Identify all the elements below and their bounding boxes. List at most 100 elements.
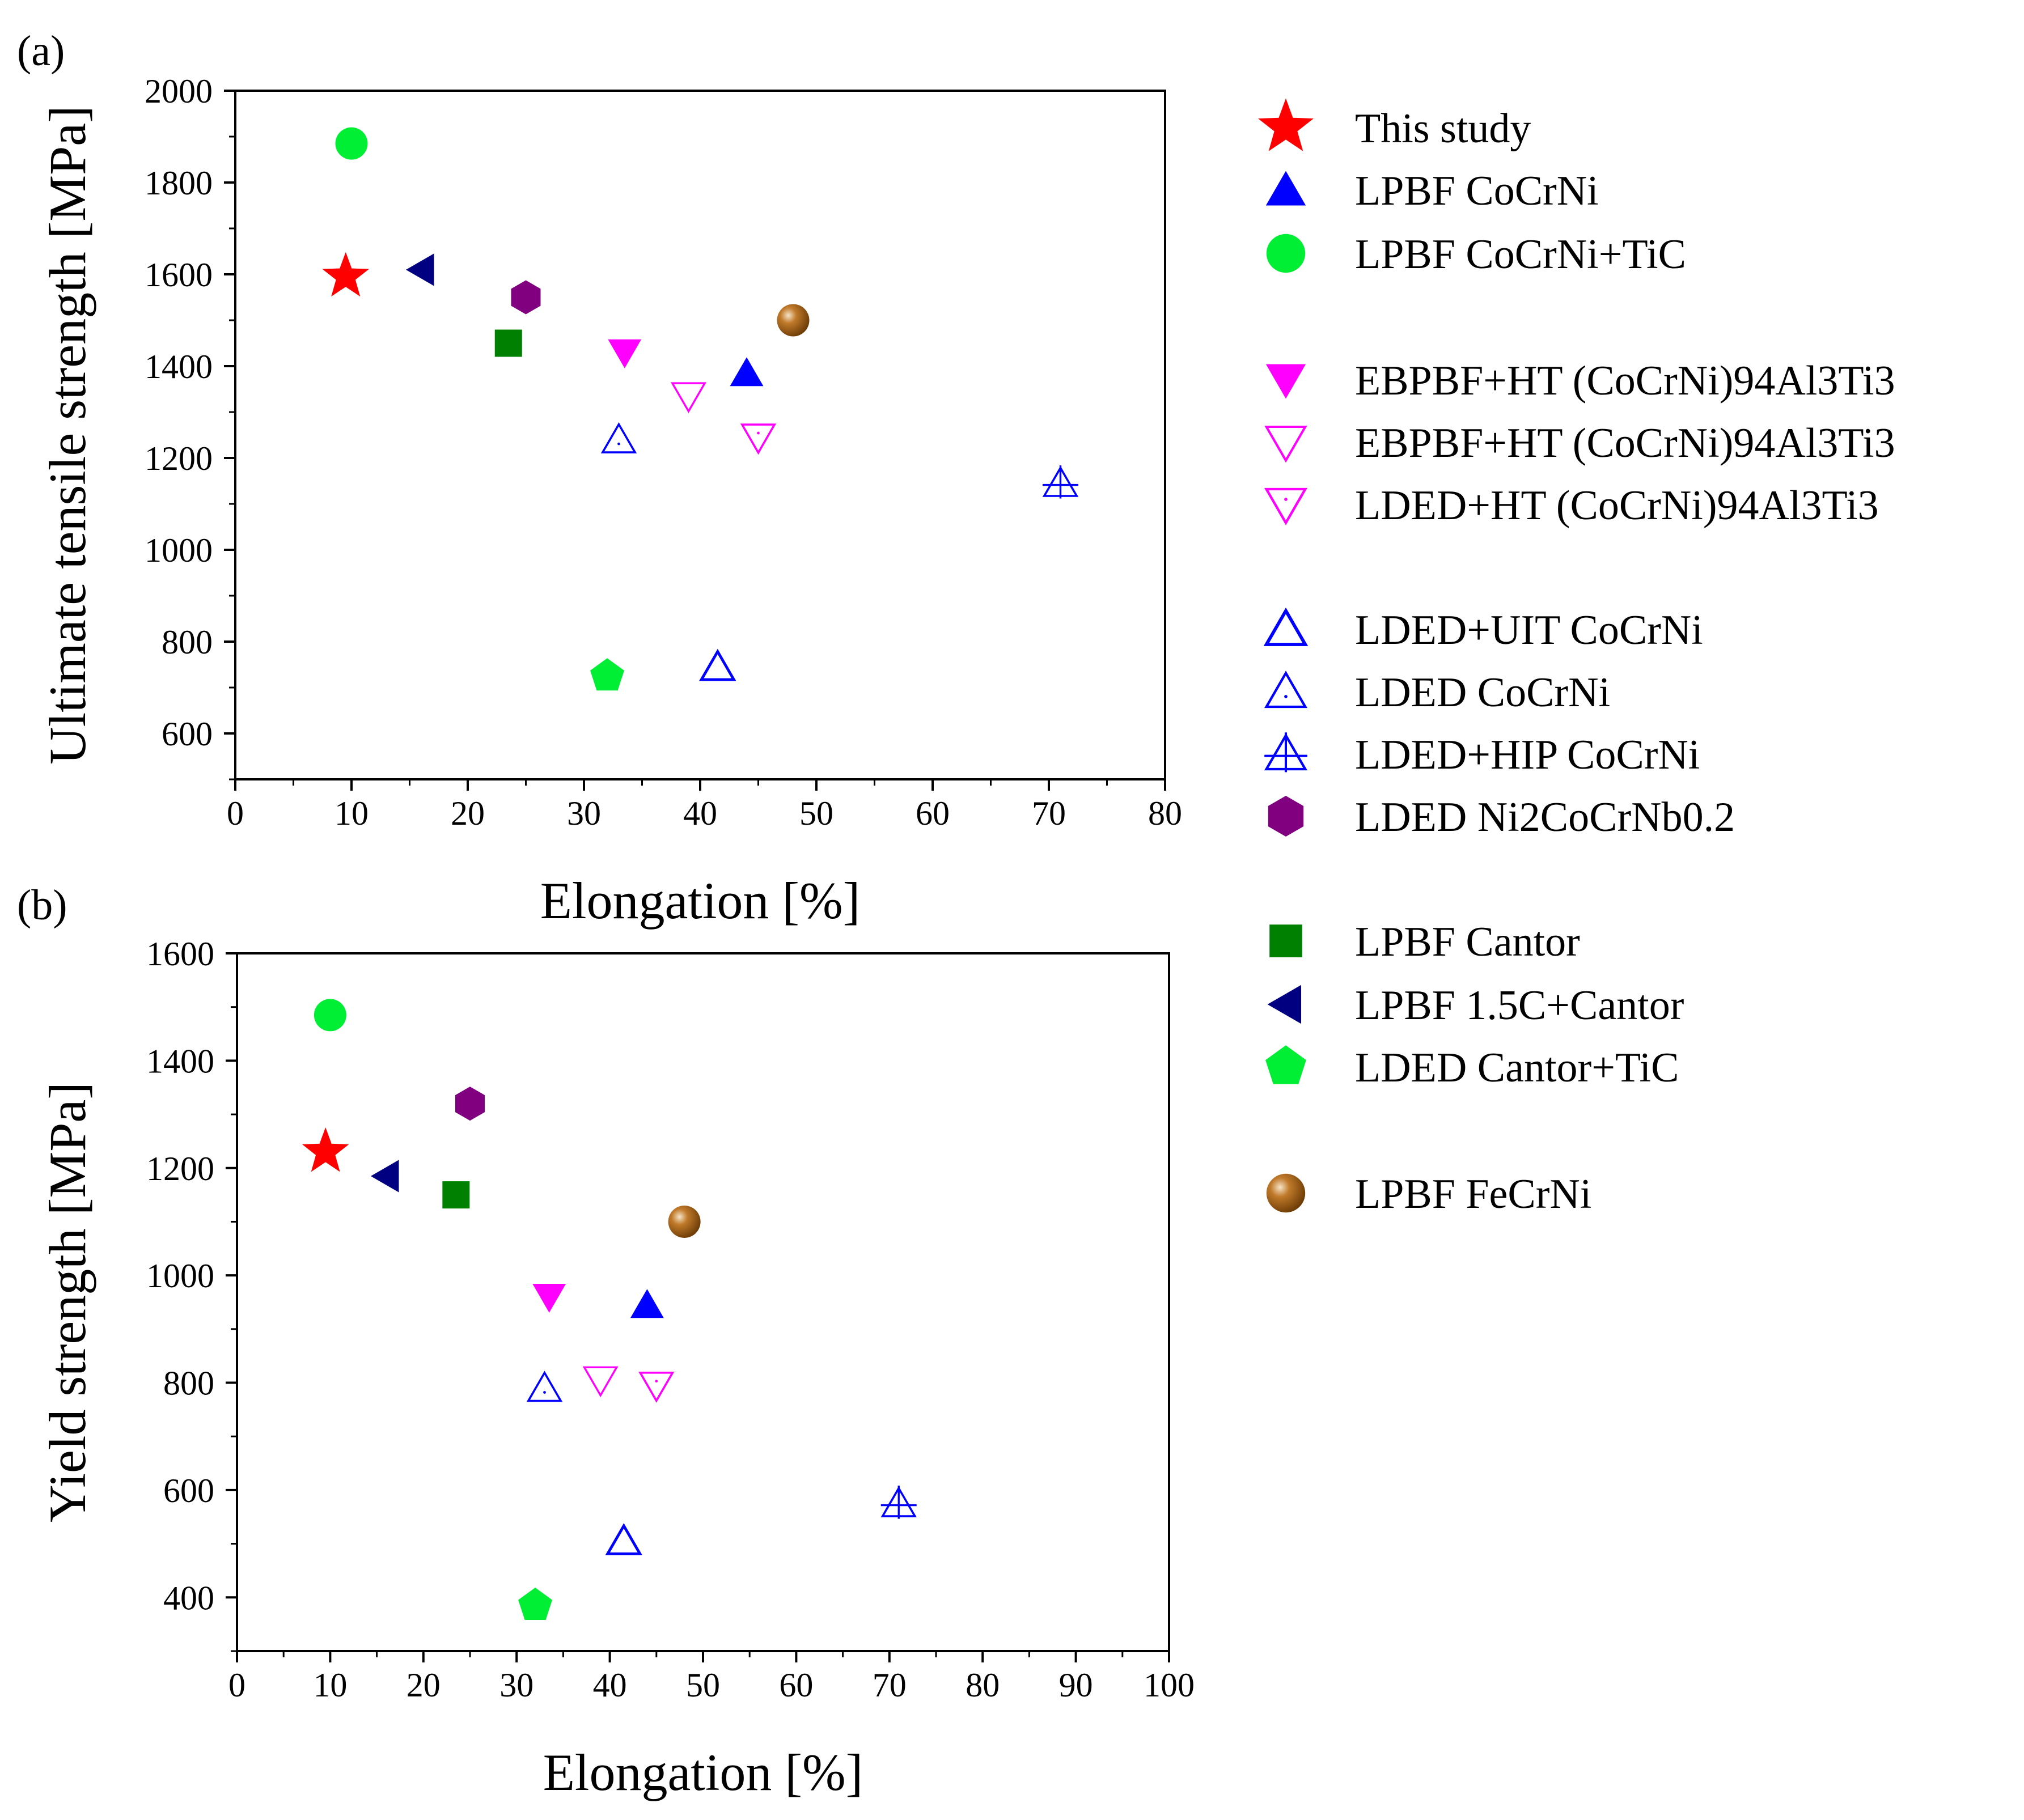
y-axis-title: Ultimate tensile strength [MPa] (39, 105, 96, 765)
legend-marker (1264, 487, 1308, 525)
legend-marker (1263, 607, 1309, 646)
data-point-lpbf-1-5c-cantor (406, 253, 434, 286)
x-tick-label: 50 (799, 795, 833, 832)
data-point-this-study (302, 1127, 349, 1172)
x-tick-label: 60 (916, 795, 950, 832)
data-point-lded-hip-cocrni (1042, 465, 1079, 499)
data-point-lpbf-cocrni (630, 1289, 664, 1318)
y-tick-label: 1600 (145, 256, 213, 294)
x-tick-label: 20 (407, 1666, 441, 1704)
legend-entry-lpbf-fecrni: LPBF FeCrNi (1266, 1171, 1591, 1217)
data-points (302, 999, 917, 1620)
panel-label: (a) (17, 27, 65, 75)
y-tick-label: 400 (163, 1579, 214, 1617)
data-point-lded-ni2cocrnb0-2 (511, 280, 541, 315)
data-point-lded-cocrni (526, 1371, 563, 1402)
data-point-lded-cantor-tic (590, 658, 624, 691)
legend-marker (1267, 985, 1301, 1024)
legend-label: LDED+HIP CoCrNi (1355, 732, 1700, 778)
y-axis-title: Yield strength [MPa] (39, 1082, 96, 1522)
data-point-lpbf-cocrni (730, 357, 764, 387)
legend-entry-lpbf-cocrni-tic: LPBF CoCrNi+TiC (1266, 231, 1686, 278)
data-point-lpbf-cantor (442, 1181, 470, 1209)
data-point-this-study (322, 252, 370, 297)
x-axis-title: Elongation [%] (540, 872, 861, 930)
y-tick-label: 1000 (146, 1257, 214, 1295)
x-tick-label: 30 (567, 795, 601, 832)
data-point-lpbf-cocrni-tic (314, 999, 346, 1032)
legend-entry-lded-hip-cocrni: LDED+HIP CoCrNi (1264, 732, 1700, 778)
data-point-lded-uit-cocrni (605, 1523, 642, 1555)
data-point-lded-cantor-tic (518, 1588, 552, 1620)
legend-marker (1265, 364, 1306, 399)
data-point-ebpbf-ht-cocrni-94al3ti3-1 (608, 339, 642, 368)
x-axis-title: Elongation [%] (543, 1743, 863, 1801)
legend-label: LPBF 1.5C+Cantor (1355, 982, 1684, 1029)
legend-label: LDED Cantor+TiC (1355, 1045, 1679, 1091)
y-tick-label: 1200 (145, 440, 213, 477)
data-point-ebpbf-ht-cocrni-94al3ti3-1 (532, 1284, 566, 1313)
chart-panel-a: 0 10 20 30 40 50 60 70 80 600 800 1000 1200 1400 1600 1… (17, 27, 1182, 930)
legend-label: EBPBF+HT (CoCrNi)94Al3Ti3 (1355, 420, 1895, 466)
legend-entry-lded-ni2cocrnb0-2: LDED Ni2CoCrNb0.2 (1268, 794, 1735, 841)
chart-panels: 0 10 20 30 40 50 60 70 8060080010001200140016001… (17, 27, 1195, 1801)
y-tick-label: 2000 (145, 73, 213, 110)
legend-marker (1258, 98, 1314, 151)
legend-label: LPBF CoCrNi+TiC (1355, 231, 1686, 278)
data-point-lded-cocrni (600, 422, 637, 453)
data-point-lpbf-1-5c-cantor (371, 1160, 399, 1193)
data-point-lded-ht-cocrni-94al3ti3 (740, 423, 777, 455)
y-tick-label: 800 (163, 1365, 214, 1402)
data-point-lpbf-fecrni (668, 1205, 701, 1238)
x-tick-label: 70 (873, 1666, 907, 1704)
y-tick-label: 1600 (146, 935, 214, 973)
x-tick-label: 40 (593, 1666, 627, 1704)
x-tick-label: 0 (227, 795, 244, 832)
legend-entry-lded-cocrni: LDED CoCrNi (1264, 669, 1610, 716)
legend-label: LPBF FeCrNi (1355, 1171, 1591, 1217)
y-tick-label: 1400 (145, 348, 213, 385)
x-tick-label: 80 (1148, 795, 1182, 832)
y-tick-label: 1000 (145, 532, 213, 569)
legend-marker (1268, 796, 1304, 837)
legend-entry-lded-ht-cocrni-94al3ti3: LDED+HT (CoCrNi)94Al3Ti3 (1264, 482, 1879, 529)
panel-label: (b) (17, 881, 67, 929)
y-tick-label: 1800 (145, 164, 213, 202)
x-tick-label: 0 (228, 1666, 245, 1704)
legend-marker (1266, 234, 1306, 273)
x-tick-label: 50 (686, 1666, 720, 1704)
legend-marker (1264, 425, 1307, 463)
data-point-lded-hip-cocrni (880, 1486, 917, 1519)
legend-label: EBPBF+HT (CoCrNi)94Al3Ti3 (1355, 358, 1895, 404)
data-point-lpbf-fecrni (777, 304, 810, 337)
legend-marker (1269, 924, 1302, 957)
x-tick-label: 30 (499, 1666, 533, 1704)
legend-entry-lpbf-cantor: LPBF Cantor (1269, 919, 1580, 965)
x-tick-label: 10 (313, 1666, 347, 1704)
plot-frame (234, 90, 1166, 780)
legend-marker (1264, 732, 1308, 773)
x-tick-label: 90 (1059, 1666, 1093, 1704)
legend-label: LPBF CoCrNi (1355, 168, 1599, 214)
data-points (322, 127, 1079, 691)
y-tick-label: 800 (162, 623, 213, 661)
x-tick-label: 70 (1032, 795, 1066, 832)
legend-entry-this-study: This study (1258, 98, 1531, 152)
x-tick-label: 80 (966, 1666, 1000, 1704)
plot-frame (236, 952, 1170, 1652)
legend-entry-lded-cantor-tic: LDED Cantor+TiC (1265, 1045, 1679, 1091)
legend-entry-lded-uit-cocrni: LDED+UIT CoCrNi (1263, 607, 1703, 654)
chart-panel-b: 0 10 20 30 40 50 60 70 80 90 100 400 600 800 1000 1200 1… (17, 881, 1195, 1801)
x-tick-label: 20 (451, 795, 485, 832)
legend-entry-lpbf-1-5c-cantor: LPBF 1.5C+Cantor (1267, 982, 1684, 1029)
legend-entry-ebpbf-ht-cocrni-94al3ti3-2: EBPBF+HT (CoCrNi)94Al3Ti3 (1264, 420, 1895, 466)
x-tick-label: 100 (1144, 1666, 1195, 1704)
data-point-lded-ht-cocrni-94al3ti3 (638, 1372, 675, 1403)
y-tick-label: 1200 (146, 1150, 214, 1187)
legend-label: LDED Ni2CoCrNb0.2 (1355, 794, 1735, 841)
data-point-lded-uit-cocrni (699, 648, 736, 681)
y-tick-label: 600 (162, 715, 213, 753)
legend-marker (1265, 1045, 1306, 1084)
data-point-lded-ni2cocrnb0-2 (455, 1087, 485, 1121)
